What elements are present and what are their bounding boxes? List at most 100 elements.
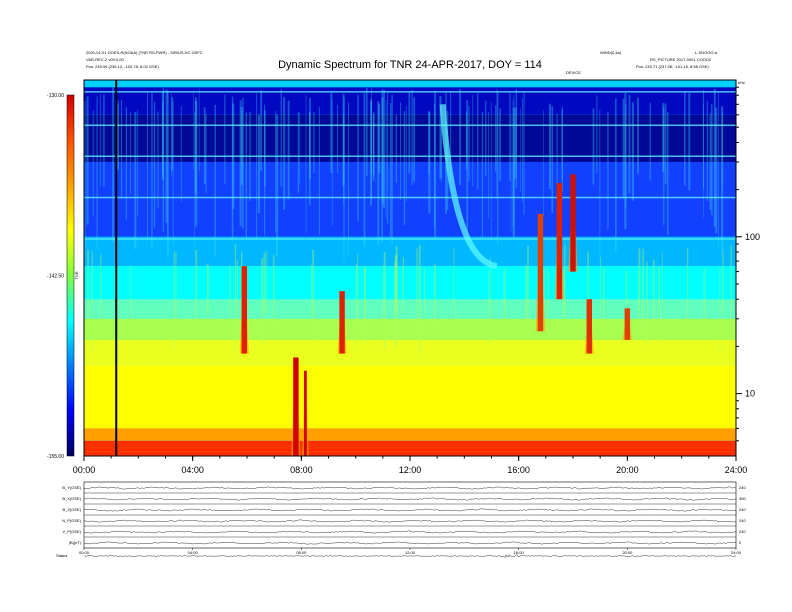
spectrum-streak <box>496 89 498 199</box>
spectrum-streak <box>468 105 470 182</box>
aux-x-tick-label: 08:00 <box>296 550 307 555</box>
spectrum-streak <box>416 248 418 321</box>
header-info-line-1: 2020-01-01 GOES-R(NOAA) (TNR RS-PWR) - S… <box>86 50 203 55</box>
spectrum-streak <box>364 266 366 344</box>
aux-x-tick-label: 20:00 <box>622 550 633 555</box>
spectrum-streak <box>337 104 339 174</box>
spectrum-band <box>84 161 736 237</box>
spectrum-streak <box>730 245 732 327</box>
spectrum-streak <box>450 91 452 184</box>
spectrum-layer <box>84 80 736 456</box>
spectrum-streak <box>646 262 648 346</box>
spectrum-streak <box>91 251 93 353</box>
aux-panel-right-label: 240 <box>739 485 746 490</box>
spectrum-streak <box>378 104 381 173</box>
aux-panel-trace <box>83 519 737 523</box>
spectrum-streak <box>512 99 514 227</box>
spectrum-streak <box>661 251 663 343</box>
spectrum-streak <box>275 114 279 257</box>
spectrum-streak <box>719 267 721 353</box>
spectrum-streak <box>664 103 667 184</box>
colorbar-tick-label: -130.00 <box>47 93 64 99</box>
spectrum-streak <box>229 265 231 337</box>
aux-panel-label: V_P(GSE) <box>62 529 81 534</box>
spectrum-streak <box>549 103 552 190</box>
spectrum-streak <box>313 112 315 173</box>
spectrum-streak <box>706 101 708 202</box>
spectrum-streak <box>331 99 333 226</box>
aux-panel-label: |B|(nT) <box>69 540 82 545</box>
aux-panel-trace <box>83 530 737 534</box>
spectrum-streak <box>512 107 515 238</box>
spectrum-streak <box>711 104 713 216</box>
spectrum-band <box>84 266 736 300</box>
spectrum-streak <box>203 107 206 184</box>
spectrum-burst <box>304 370 307 456</box>
spectrum-streak <box>206 264 209 316</box>
spectrum-streak <box>499 108 501 181</box>
spectrum-streak <box>411 89 413 185</box>
spectrum-streak <box>310 263 312 317</box>
spectrum-streak <box>440 109 442 182</box>
spectrum-interference-line <box>84 91 736 93</box>
spectrum-streak <box>239 100 242 226</box>
aux-panel-label: B_Y(GSE) <box>62 485 81 490</box>
aux-panels: B_Y(GSE) 240 B_X(GSE) 300 B_Z(GSE) 240 N_P(GSE… <box>56 481 746 558</box>
spectrum-streak <box>231 96 234 242</box>
spectrum-streak <box>721 106 724 251</box>
spectrum-streak <box>92 110 94 217</box>
spectrum-streak <box>637 97 639 174</box>
spectrum-streak <box>130 266 132 330</box>
spectrum-streak <box>561 107 563 192</box>
spectrum-streak <box>161 91 164 180</box>
spectrum-streak <box>403 110 406 226</box>
spectrum-streak <box>652 259 655 320</box>
spectrum-streak <box>381 97 384 204</box>
aux-panel-right-label: 300 <box>739 496 746 501</box>
spectrum-streak <box>381 89 383 244</box>
spectrum-streak <box>162 101 164 175</box>
spectrum-streak <box>434 90 437 238</box>
spectrum-streak <box>151 92 153 250</box>
spectrum-streak <box>87 249 89 325</box>
spectrum-streak <box>129 111 131 194</box>
spectrum-streak <box>125 107 127 220</box>
spectrum-streak <box>625 270 628 326</box>
spectrum-burst <box>339 291 345 354</box>
header-info-line-2: VAR-REC-2 v09.0.00 <box>86 57 124 62</box>
spectrum-streak <box>602 268 605 322</box>
spectrum-streak <box>666 111 669 236</box>
spectrum-streak <box>357 95 359 221</box>
spectrum-band <box>84 339 736 366</box>
aux-x-tick-label: 16:00 <box>514 550 525 555</box>
spectrum-streak <box>489 257 491 345</box>
spectrum-streak <box>522 97 523 202</box>
spectrum-streak <box>709 113 712 211</box>
spectrum-streak <box>638 248 641 320</box>
spectrum-streak <box>391 94 393 245</box>
spectrum-streak <box>510 114 512 233</box>
spectrum-streak <box>622 98 625 199</box>
spectrum-streak <box>713 88 716 227</box>
spectrum-streak <box>663 106 665 226</box>
spectrum-streak <box>637 270 639 315</box>
spectrum-streak <box>280 89 282 187</box>
spectrum-streak <box>371 87 372 197</box>
spectrum-streak <box>157 111 159 209</box>
colorbar-label: TNR <box>74 271 79 279</box>
spectrum-streak <box>117 100 119 170</box>
spectrum-burst <box>556 183 563 300</box>
spectrum-streak <box>428 110 430 175</box>
spectrum-streak <box>385 100 387 219</box>
spectrum-streak <box>523 91 525 215</box>
header-info-right-3: RS_PICTURE 2017-0001 COOO2 <box>650 57 712 62</box>
spectrum-streak <box>172 100 174 246</box>
spectrum-streak <box>272 255 275 331</box>
spectrum-streak <box>260 90 263 171</box>
spectrum-streak <box>561 110 563 180</box>
spectrum-streak <box>715 107 718 234</box>
spectrum-streak <box>481 111 484 238</box>
aux-panel-right-label: 0 <box>739 540 742 545</box>
header-info-right-1: WIND(0.4a) <box>600 50 622 55</box>
spectrum-streak <box>342 93 345 186</box>
